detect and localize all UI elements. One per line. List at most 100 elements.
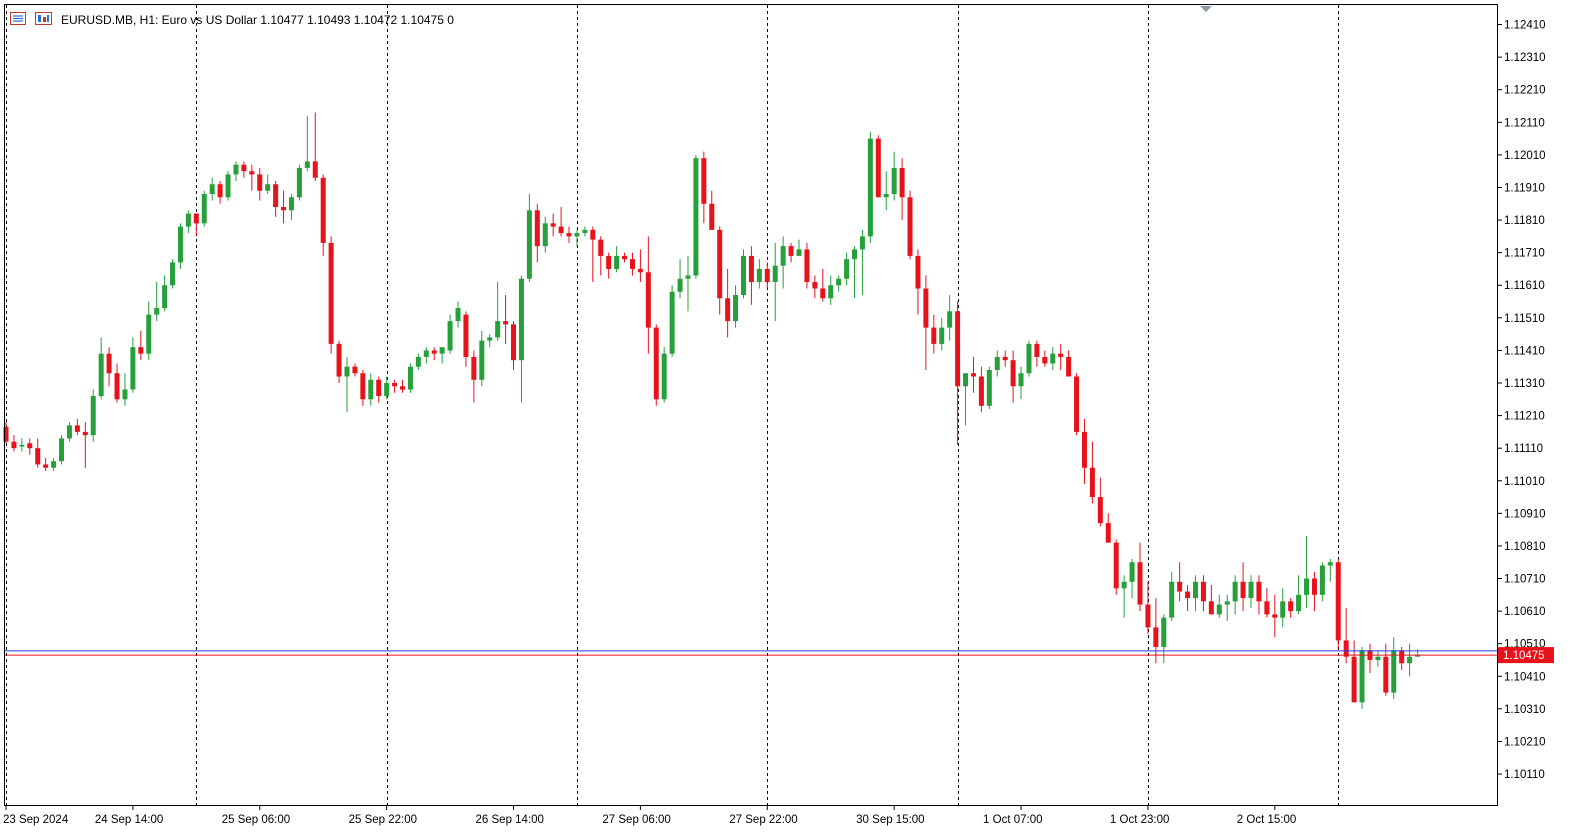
candle-body — [1272, 614, 1278, 618]
candle — [503, 295, 509, 344]
candle-body — [19, 444, 25, 447]
candle — [986, 366, 992, 410]
candle — [1351, 640, 1357, 703]
candle — [296, 164, 302, 201]
candle-body — [1248, 581, 1254, 599]
shift-marker-icon[interactable] — [1200, 6, 1212, 12]
candle — [1034, 340, 1040, 367]
x-tick-label: 1 Oct 23:00 — [1110, 814, 1169, 826]
candle-body — [740, 255, 746, 296]
candle-body — [1232, 581, 1238, 602]
candle-body — [1105, 523, 1111, 543]
candle-body — [1415, 655, 1421, 657]
candle-body — [717, 229, 723, 299]
candle — [193, 213, 199, 237]
y-tick-label: 1.12110 — [1504, 117, 1545, 129]
candle — [740, 249, 746, 299]
candle — [43, 457, 49, 471]
candle — [582, 226, 588, 237]
price-lines — [5, 650, 1497, 656]
candle — [947, 295, 953, 341]
candle-body — [1375, 656, 1381, 660]
candle-body — [471, 356, 477, 380]
candle-body — [828, 285, 834, 299]
candle-body — [201, 194, 207, 224]
candle-body — [1010, 360, 1016, 387]
candle — [915, 249, 921, 315]
candle-body — [1224, 601, 1230, 605]
candle-body — [98, 353, 104, 397]
candle-body — [526, 210, 532, 279]
candle — [883, 171, 889, 211]
candle-body — [1089, 467, 1095, 498]
candle-body — [614, 255, 620, 269]
candle — [11, 435, 17, 452]
candle — [1335, 558, 1341, 651]
candle — [3, 422, 9, 444]
candle-body — [463, 314, 469, 357]
candle-body — [273, 184, 279, 208]
candle — [574, 229, 580, 247]
candle-body — [1081, 431, 1087, 468]
candle — [241, 161, 247, 178]
candle-body — [352, 366, 358, 374]
candle — [320, 174, 326, 256]
candle — [828, 275, 834, 305]
candle — [154, 281, 160, 322]
y-tick-label: 1.11610 — [1504, 280, 1545, 292]
candle — [352, 363, 358, 377]
candle-body — [852, 249, 858, 260]
candle — [1383, 643, 1389, 696]
candle-body — [693, 158, 699, 276]
candle — [98, 337, 104, 400]
candle — [1010, 350, 1016, 403]
candle — [66, 422, 72, 442]
candle-body — [407, 366, 413, 390]
candle — [1327, 558, 1333, 582]
candle — [788, 242, 794, 263]
candle-body — [312, 161, 318, 178]
candle — [336, 340, 342, 384]
candle — [82, 422, 88, 468]
candle-body — [677, 278, 683, 292]
candle-body — [867, 138, 873, 237]
candle-body — [566, 233, 572, 237]
candle — [820, 268, 826, 302]
candle-body — [1216, 604, 1222, 615]
candle-body — [1399, 650, 1405, 664]
candle-body — [281, 207, 287, 211]
candle-body — [225, 174, 231, 198]
candle — [780, 236, 786, 289]
candle — [257, 167, 263, 201]
window-list-icon[interactable] — [10, 12, 26, 25]
candle-body — [804, 249, 810, 282]
y-tick-label: 1.10910 — [1504, 508, 1546, 520]
candle — [1280, 588, 1286, 628]
candle-body — [1335, 562, 1341, 641]
candle — [455, 301, 461, 328]
candle-body — [582, 229, 588, 234]
y-tick-label: 1.12310 — [1504, 52, 1546, 64]
y-tick-label: 1.10610 — [1504, 606, 1546, 618]
candle — [725, 268, 731, 338]
candle-body — [487, 337, 493, 341]
candle-body — [3, 426, 9, 442]
candles — [3, 112, 1421, 709]
y-tick-label: 1.10110 — [1504, 769, 1545, 781]
candle — [614, 246, 620, 273]
candle-body — [606, 255, 612, 269]
time-axis[interactable]: 23 Sep 2024 24 Sep 14:00 25 Sep 06:00 25 Se… — [3, 805, 1296, 826]
period-separators — [6, 5, 1339, 805]
candle — [836, 275, 842, 292]
candle-body — [883, 194, 889, 198]
candle-body — [1359, 650, 1365, 703]
price-axis[interactable]: 1.12410 1.12310 1.12210 1.12110 1.12010 1.119… — [1497, 20, 1554, 781]
y-tick-label: 1.10810 — [1504, 541, 1546, 553]
candle-body — [939, 327, 945, 344]
candle — [59, 435, 65, 465]
candle — [51, 457, 57, 471]
candle-body — [43, 464, 49, 468]
chart-type-icon[interactable] — [35, 12, 52, 25]
